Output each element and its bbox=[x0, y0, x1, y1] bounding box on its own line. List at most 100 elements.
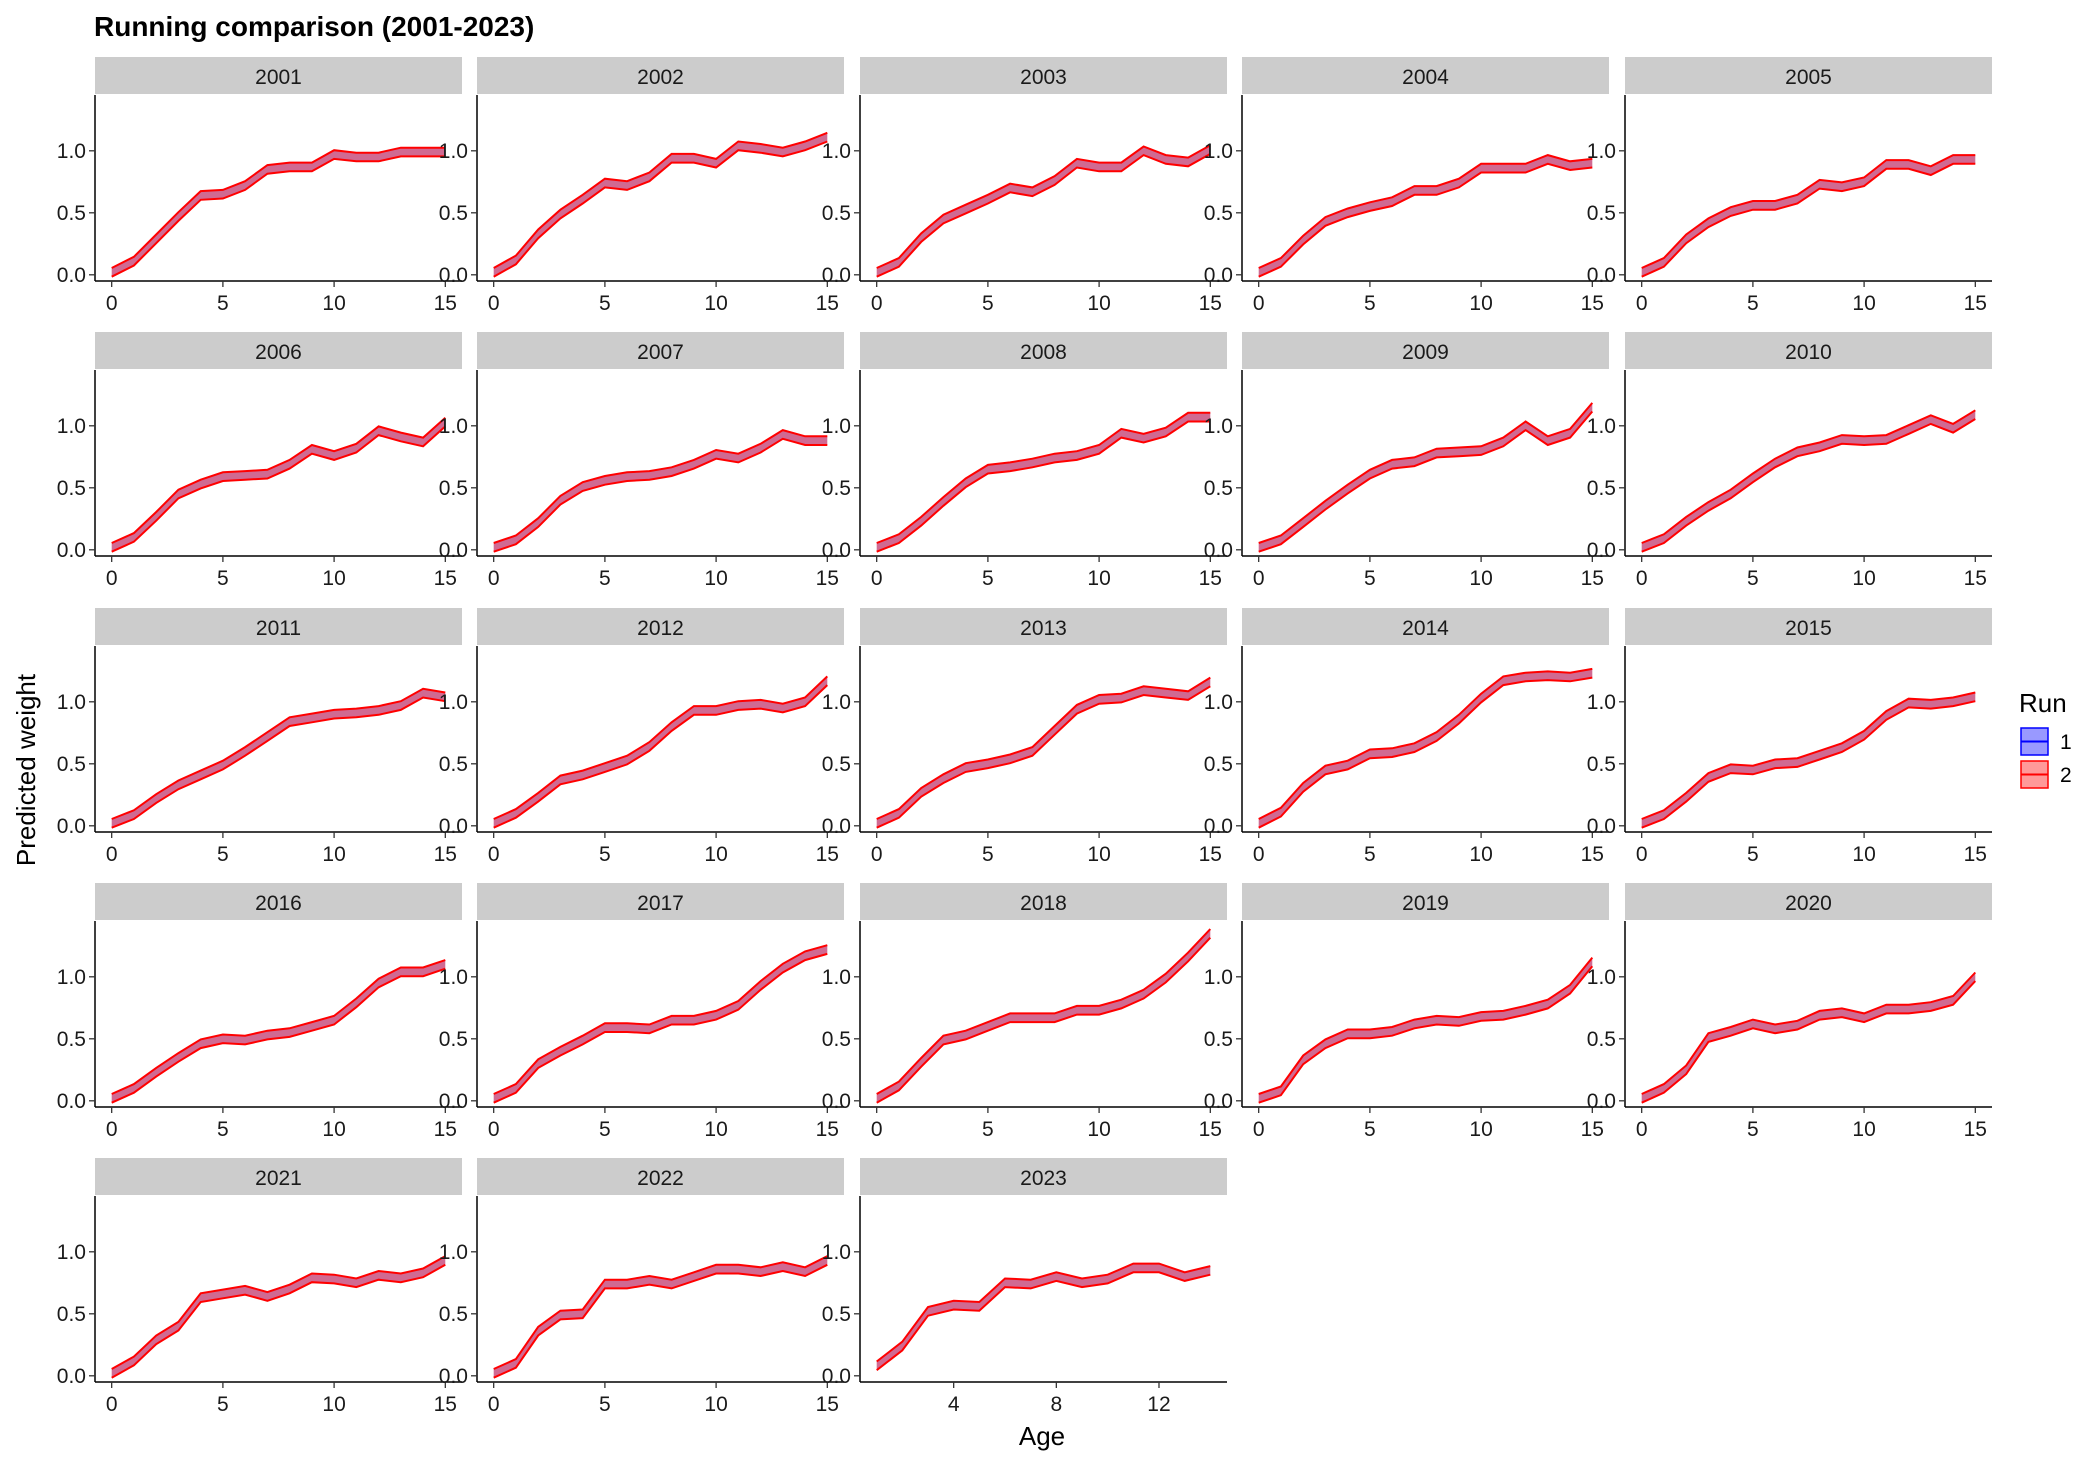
band-lower-line bbox=[1641, 418, 1976, 553]
legend: Run 1 2 bbox=[2019, 688, 2072, 789]
x-tick-label: 5 bbox=[1747, 292, 1759, 315]
band-lower-line bbox=[1641, 162, 1976, 278]
x-tick-label: 15 bbox=[434, 1393, 457, 1416]
facet-strip bbox=[1625, 332, 1992, 369]
y-tick-label: 0.0 bbox=[1587, 1090, 1616, 1113]
band-lower-line bbox=[1641, 980, 1977, 1104]
x-tick-label: 15 bbox=[1964, 292, 1987, 315]
facet-panel-2015: 2015 0.0 0.5 1.0 0 5 10 15 bbox=[1587, 608, 1992, 866]
y-tick-label: 0.0 bbox=[822, 264, 851, 287]
facet-strip-label: 2021 bbox=[255, 1167, 302, 1190]
band-upper-line bbox=[1258, 402, 1594, 544]
x-tick-label: 0 bbox=[871, 292, 883, 315]
x-tick-label: 5 bbox=[982, 1118, 994, 1141]
x-tick-label: 10 bbox=[1087, 292, 1110, 315]
y-tick-label: 1.0 bbox=[57, 140, 86, 163]
facet-strip-label: 2020 bbox=[1785, 892, 1832, 915]
facet-panel-2010: 2010 0.0 0.5 1.0 0 5 10 15 bbox=[1587, 332, 1992, 590]
facet-strip bbox=[860, 57, 1227, 94]
band-lower-line bbox=[111, 696, 446, 829]
x-tick-label: 15 bbox=[1964, 1118, 1987, 1141]
band-lower-line bbox=[1258, 965, 1594, 1104]
x-tick-label: 5 bbox=[1364, 1118, 1376, 1141]
confidence-band bbox=[1258, 668, 1593, 828]
band-upper-line bbox=[111, 416, 446, 544]
confidence-band bbox=[1641, 155, 1976, 277]
facet-panel-2016: 2016 0.0 0.5 1.0 0 5 10 15 bbox=[57, 883, 462, 1141]
y-tick-label: 0.0 bbox=[1204, 815, 1233, 838]
y-tick-label: 0.5 bbox=[822, 1028, 851, 1051]
band-upper-line bbox=[1258, 956, 1594, 1095]
band-lower-line bbox=[493, 437, 828, 553]
facet-strip-label: 2018 bbox=[1020, 892, 1067, 915]
facet-panel-2002: 2002 0.0 0.5 1.0 0 5 10 15 bbox=[439, 57, 844, 315]
confidence-band bbox=[876, 145, 1211, 277]
y-tick-label: 1.0 bbox=[439, 691, 468, 714]
x-tick-label: 0 bbox=[1253, 1118, 1265, 1141]
x-tick-label: 10 bbox=[704, 843, 727, 866]
y-tick-label: 1.0 bbox=[439, 1241, 468, 1264]
x-tick-label: 5 bbox=[982, 843, 994, 866]
x-tick-label: 0 bbox=[1636, 292, 1648, 315]
x-tick-label: 5 bbox=[599, 567, 611, 590]
confidence-band bbox=[493, 1256, 828, 1378]
band-upper-line bbox=[1258, 667, 1593, 820]
x-tick-label: 5 bbox=[217, 1118, 229, 1141]
x-tick-label: 0 bbox=[1636, 567, 1648, 590]
x-tick-label: 10 bbox=[1469, 1118, 1492, 1141]
x-tick-label: 15 bbox=[816, 1118, 839, 1141]
x-tick-label: 15 bbox=[1199, 567, 1222, 590]
x-tick-label: 10 bbox=[322, 567, 345, 590]
y-tick-label: 0.0 bbox=[1204, 539, 1233, 562]
band-lower-line bbox=[111, 1263, 446, 1379]
x-tick-label: 15 bbox=[1199, 843, 1222, 866]
y-tick-label: 0.5 bbox=[57, 477, 86, 500]
y-tick-label: 0.0 bbox=[57, 539, 86, 562]
x-tick-label: 0 bbox=[1636, 843, 1648, 866]
facet-panel-2019: 2019 0.0 0.5 1.0 0 5 10 15 bbox=[1204, 883, 1609, 1141]
y-tick-label: 0.5 bbox=[1204, 202, 1233, 225]
facet-strip bbox=[95, 57, 462, 94]
y-tick-label: 1.0 bbox=[1587, 691, 1616, 714]
y-tick-label: 0.5 bbox=[439, 1303, 468, 1326]
confidence-band bbox=[111, 147, 446, 277]
x-tick-label: 0 bbox=[1253, 843, 1265, 866]
band-upper-line bbox=[1641, 409, 1976, 544]
facet-strip bbox=[860, 332, 1227, 369]
band-lower-line bbox=[1258, 162, 1593, 278]
x-tick-label: 5 bbox=[1364, 567, 1376, 590]
facet-strip-label: 2005 bbox=[1785, 66, 1832, 89]
y-tick-label: 0.0 bbox=[1587, 264, 1616, 287]
y-tick-label: 0.5 bbox=[439, 1028, 468, 1051]
x-tick-label: 0 bbox=[1636, 1118, 1648, 1141]
y-tick-label: 0.5 bbox=[1204, 477, 1233, 500]
y-tick-label: 0.5 bbox=[57, 1303, 86, 1326]
legend-key-1: 1 bbox=[2020, 727, 2072, 756]
x-tick-label: 0 bbox=[106, 1393, 118, 1416]
y-tick-label: 1.0 bbox=[822, 691, 851, 714]
x-tick-label: 0 bbox=[871, 567, 883, 590]
x-tick-label: 5 bbox=[599, 843, 611, 866]
facet-panel-2011: 2011 0.0 0.5 1.0 0 5 10 15 bbox=[57, 608, 462, 866]
y-tick-label: 0.5 bbox=[57, 202, 86, 225]
y-tick-label: 0.5 bbox=[439, 753, 468, 776]
facet-strip bbox=[477, 608, 844, 645]
band-lower-line bbox=[876, 685, 1211, 829]
x-tick-label: 10 bbox=[1469, 292, 1492, 315]
y-tick-label: 0.5 bbox=[822, 1303, 851, 1326]
confidence-band bbox=[493, 430, 828, 552]
legend-key-2: 2 bbox=[2020, 760, 2072, 789]
band-lower-line bbox=[493, 1263, 828, 1379]
x-tick-label: 0 bbox=[488, 843, 500, 866]
y-tick-label: 1.0 bbox=[1204, 140, 1233, 163]
x-tick-label: 5 bbox=[217, 567, 229, 590]
band-lower-line bbox=[493, 140, 828, 278]
x-tick-label: 0 bbox=[1253, 292, 1265, 315]
y-tick-label: 1.0 bbox=[1587, 415, 1616, 438]
y-tick-label: 0.0 bbox=[822, 1365, 851, 1388]
x-tick-label: 10 bbox=[1087, 843, 1110, 866]
confidence-band bbox=[1641, 692, 1976, 828]
x-tick-label: 5 bbox=[1747, 567, 1759, 590]
x-tick-label: 10 bbox=[1469, 567, 1492, 590]
y-tick-label: 0.5 bbox=[439, 477, 468, 500]
